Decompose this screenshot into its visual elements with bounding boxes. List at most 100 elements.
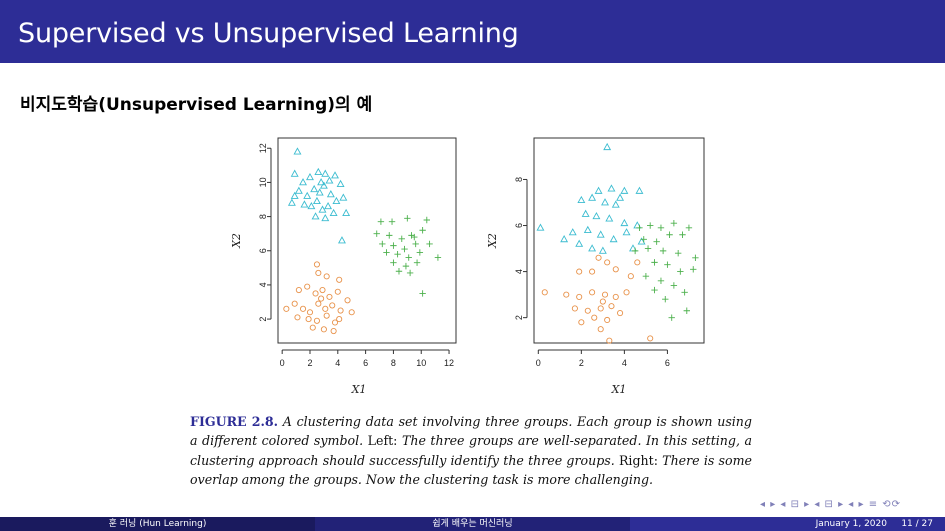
triangle-point xyxy=(609,235,618,243)
x-tick-label: 2 xyxy=(579,358,584,368)
triangle-point xyxy=(620,218,629,227)
triangle-point xyxy=(575,239,584,247)
plus-point xyxy=(651,259,658,266)
triangle-point xyxy=(314,167,323,176)
circle-point xyxy=(309,324,316,331)
triangle-point xyxy=(310,184,319,193)
plus-point xyxy=(674,249,682,257)
plus-point xyxy=(644,245,652,252)
x-tick-label: 10 xyxy=(416,358,426,368)
plus-point xyxy=(426,240,433,248)
y-tick-label: 8 xyxy=(514,177,524,182)
circle-point xyxy=(336,276,343,283)
triangle-point xyxy=(583,225,592,233)
triangle-point xyxy=(598,246,607,254)
beamer-navigation[interactable]: ◂ ▸ ◂ ⊟ ▸ ◂ ⊟ ▸ ◂ ▸ ≡ ⟲⟳ xyxy=(760,499,902,510)
triangle-point xyxy=(338,236,346,244)
plus-point xyxy=(416,249,424,256)
circle-point xyxy=(318,295,325,302)
x-tick-label: 0 xyxy=(280,358,285,368)
circle-point xyxy=(304,283,311,290)
plus-point xyxy=(413,259,421,266)
plus-point xyxy=(377,218,385,225)
plus-point xyxy=(388,218,396,225)
plus-point xyxy=(685,224,693,232)
plus-point xyxy=(405,254,412,261)
plus-point xyxy=(386,232,393,239)
x-tick-label: 12 xyxy=(444,358,454,368)
circle-point xyxy=(634,259,641,266)
triangle-point xyxy=(336,179,345,187)
plus-point xyxy=(404,215,411,222)
y-axis-label: X2 xyxy=(486,233,499,249)
circle-point xyxy=(627,273,634,280)
circle-point xyxy=(612,293,619,300)
footer-page: 11 / 27 xyxy=(901,519,933,529)
x-tick-label: 4 xyxy=(622,358,627,368)
triangle-point xyxy=(299,178,307,186)
y-tick-label: 12 xyxy=(258,143,268,153)
plus-point xyxy=(692,254,699,261)
y-tick-label: 4 xyxy=(258,282,268,287)
triangle-point xyxy=(594,186,603,194)
circle-point xyxy=(330,327,337,335)
circle-point xyxy=(612,266,619,273)
circle-point xyxy=(331,319,339,326)
circle-point xyxy=(336,316,343,323)
figure: 0 2 4 6 8 10 12 2 4 6 8 10 12 X1 X2 0 2 4 6 2 4 6 8 X1 X2 xyxy=(230,137,705,396)
circle-point xyxy=(334,288,341,295)
circle-point xyxy=(322,305,329,312)
triangle-point xyxy=(616,193,625,201)
triangle-point xyxy=(294,186,303,194)
slide-subtitle: 비지도학습(Unsupervised Learning)의 예 xyxy=(20,95,373,115)
circle-point xyxy=(541,289,548,296)
circle-point xyxy=(623,289,630,296)
footer-date: January 1, 2020 xyxy=(815,519,887,529)
y-tick-label: 2 xyxy=(258,317,268,322)
plus-point xyxy=(640,236,647,243)
plus-point xyxy=(419,227,426,234)
plus-point xyxy=(657,277,665,285)
circle-point xyxy=(315,300,322,307)
plus-point xyxy=(412,240,419,248)
plus-point xyxy=(670,282,678,289)
plus-point xyxy=(668,314,675,321)
circle-point xyxy=(604,316,611,324)
circle-point xyxy=(323,273,330,280)
circle-point xyxy=(315,269,322,277)
triangle-point xyxy=(620,186,629,194)
circle-point xyxy=(305,316,312,323)
figure-plots: 0 2 4 6 8 10 12 2 4 6 8 10 12 X1 X2 0 2 4 6 2 4 6 8 X1 X2 xyxy=(230,137,705,396)
x-axis-label: X1 xyxy=(351,383,367,396)
footer: 훈 러닝 (Hun Learning) 쉽게 배우는 머신러닝 January … xyxy=(0,517,945,531)
plus-point xyxy=(408,232,415,239)
caption-left-word: Left: xyxy=(367,433,398,449)
triangle-point xyxy=(325,176,334,184)
plus-point xyxy=(423,216,430,224)
triangle-point xyxy=(303,191,312,199)
plus-point xyxy=(647,222,654,229)
triangle-point xyxy=(331,171,339,179)
circle-point xyxy=(323,312,330,319)
plus-point xyxy=(395,268,403,275)
triangle-point xyxy=(605,214,614,222)
triangle-point xyxy=(635,186,644,194)
x-tick-label: 6 xyxy=(363,358,368,368)
x-tick-label: 6 xyxy=(665,358,670,368)
plus-point xyxy=(419,290,426,297)
triangle-point xyxy=(536,223,545,231)
triangle-point xyxy=(637,237,646,245)
plus-point xyxy=(390,259,397,266)
triangle-point xyxy=(312,196,321,205)
triangle-point xyxy=(332,196,341,205)
circle-point xyxy=(294,314,301,321)
triangle-point xyxy=(342,208,351,217)
plus-point xyxy=(679,231,686,238)
plot-frame xyxy=(533,137,705,344)
plus-point xyxy=(681,289,688,296)
y-tick-label: 2 xyxy=(514,315,524,320)
triangle-point xyxy=(293,147,302,155)
circle-point xyxy=(578,319,585,326)
plus-point xyxy=(383,249,390,256)
plus-point xyxy=(394,250,401,258)
